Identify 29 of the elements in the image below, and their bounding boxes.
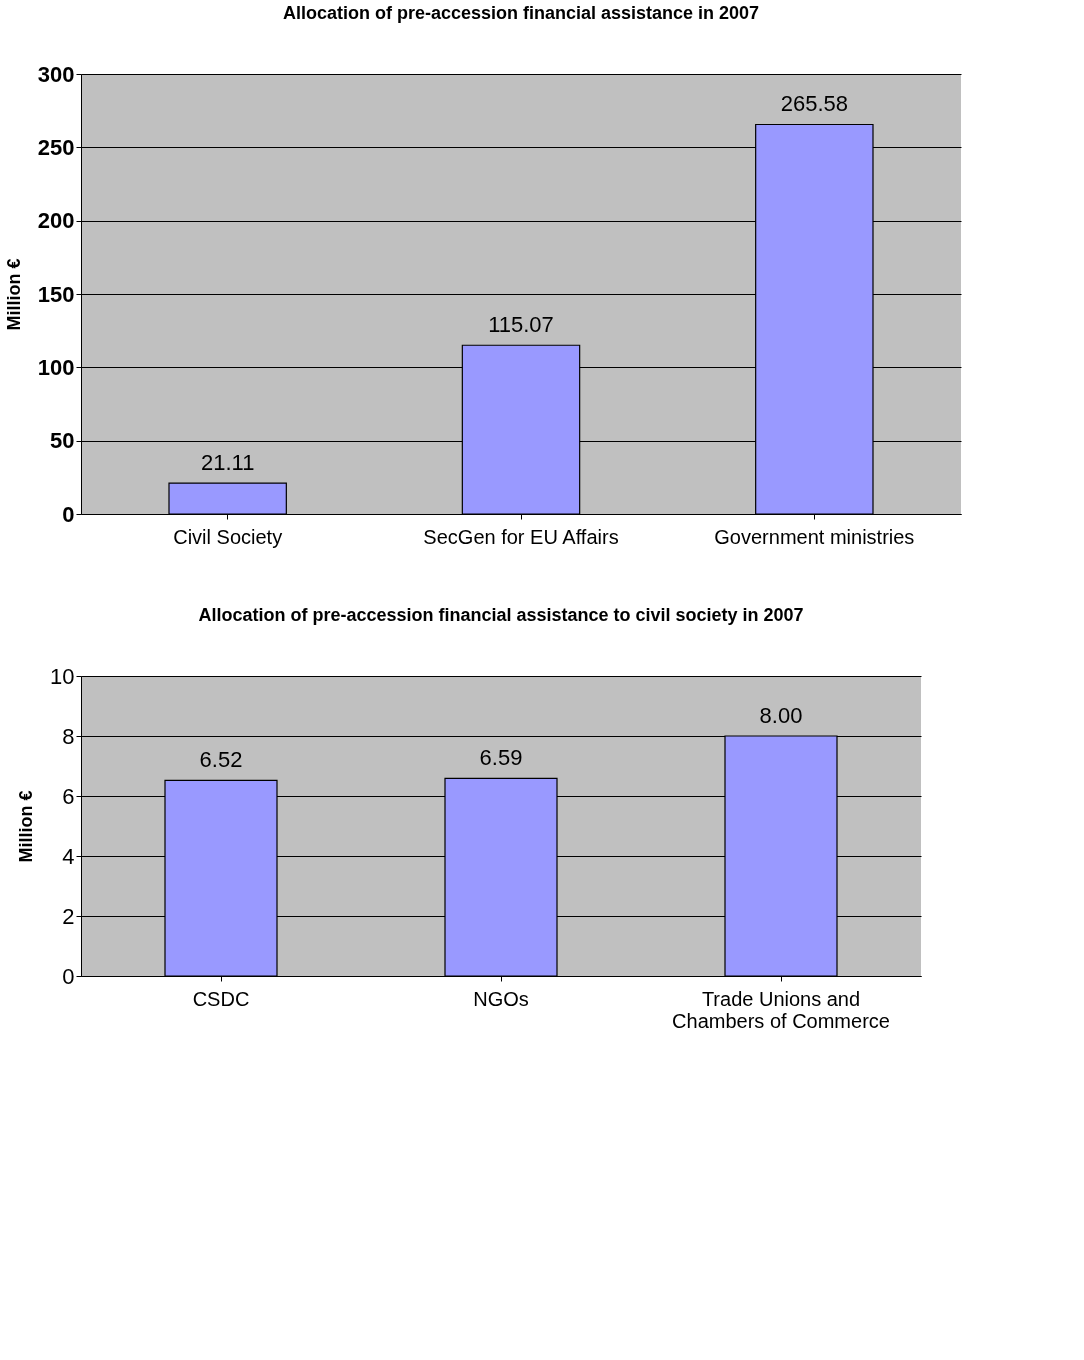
y-tick-label: 300 <box>37 61 75 87</box>
data-label: 115.07 <box>488 312 554 338</box>
x-tick-label: Trade Unions and Chambers of Commerce <box>672 987 890 1032</box>
data-label: 6.59 <box>479 745 523 771</box>
y-tick-label: 2 <box>62 903 75 929</box>
chart-title: Allocation of pre-accession financial assistance to civil society in 2007 <box>198 605 804 625</box>
data-label: 265.58 <box>780 91 848 117</box>
x-tick-label: NGOs <box>473 987 529 1010</box>
y-tick-label: 200 <box>37 208 75 234</box>
y-tick-label: 10 <box>50 663 75 689</box>
y-axis-title: Million € <box>3 258 24 331</box>
y-tick-label: 0 <box>62 963 75 989</box>
chart-title: Allocation of pre-accession financial assistance in 2007 <box>282 3 760 23</box>
y-tick-label: 250 <box>37 134 75 160</box>
data-label: 8.00 <box>759 703 803 728</box>
x-tick-label: Government ministries <box>714 525 915 548</box>
data-label: 6.52 <box>199 747 243 773</box>
y-tick-label: 150 <box>37 281 75 307</box>
y-tick-label: 100 <box>37 354 75 380</box>
x-tick-label: Civil Society <box>173 525 283 548</box>
data-label: 21.11 <box>200 450 255 476</box>
y-tick-label: 6 <box>62 783 75 809</box>
y-tick-label: 0 <box>62 501 75 527</box>
y-axis-title: Million € <box>16 790 37 863</box>
y-tick-label: 50 <box>50 428 75 454</box>
x-tick-label: SecGen for EU Affairs <box>423 525 619 548</box>
x-tick-label: CSDC <box>192 987 250 1010</box>
y-tick-label: 4 <box>62 843 75 869</box>
y-tick-label: 8 <box>62 723 75 749</box>
